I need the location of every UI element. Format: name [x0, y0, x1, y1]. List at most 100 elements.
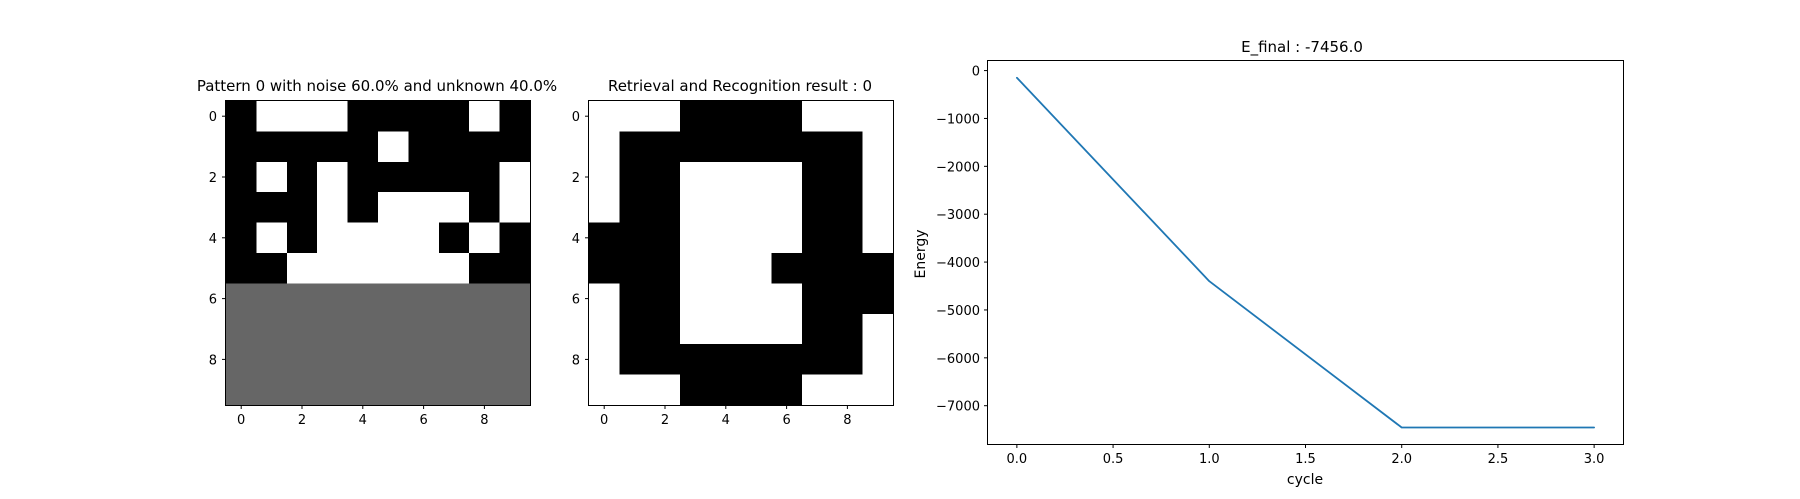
noisy-pattern-cell: [226, 374, 257, 406]
noisy-pattern-cell: [469, 101, 501, 132]
noisy-pattern-cell: [438, 222, 470, 254]
energy-chart-x-tick-label: 0.0: [1007, 452, 1028, 467]
noisy-pattern-cell: [317, 131, 349, 163]
energy-chart-x-ticks: 0.0 0.5 1.0 1.5 2.0 2.5 3.0: [1007, 444, 1604, 467]
noisy-pattern-cell: [256, 283, 288, 315]
retrieval-result-cell: [589, 344, 620, 376]
energy-chart-y-tick-label: −7000: [936, 400, 980, 415]
noisy-pattern-x-tick-label: 6: [419, 413, 427, 428]
noisy-pattern-cell: [317, 374, 349, 406]
noisy-pattern-cell: [438, 283, 470, 315]
noisy-pattern-cell: [226, 222, 257, 254]
noisy-pattern-cell: [408, 374, 440, 406]
retrieval-result-cell: [680, 313, 712, 345]
noisy-pattern-cell: [469, 222, 501, 254]
retrieval-result-cell: [862, 283, 894, 315]
retrieval-result-cell: [771, 374, 803, 406]
noisy-pattern-cell: [469, 131, 501, 163]
noisy-pattern-cell: [469, 253, 501, 284]
retrieval-result-cell: [649, 222, 681, 254]
noisy-pattern-cell: [347, 222, 379, 254]
retrieval-result-cell: [680, 374, 712, 406]
retrieval-result-cell: [801, 192, 833, 224]
noisy-pattern-cell: [226, 283, 257, 315]
noisy-pattern-cell: [408, 131, 440, 163]
energy-chart-x-axis-label: cycle: [1287, 472, 1323, 488]
retrieval-result-cell: [862, 222, 894, 254]
energy-series-line: [1016, 76, 1595, 429]
retrieval-result-cell: [589, 313, 620, 345]
noisy-pattern-cell: [256, 374, 288, 406]
noisy-pattern-cell: [286, 131, 318, 163]
noisy-pattern-y-tick-label: 8: [209, 353, 217, 368]
noisy-pattern-cell: [499, 161, 531, 193]
retrieval-result-cell: [619, 253, 651, 284]
retrieval-result-x-tick-label: 2: [661, 413, 669, 428]
noisy-pattern-y-tick-label: 2: [209, 171, 217, 186]
retrieval-result-cell: [771, 131, 803, 163]
retrieval-result-cell: [710, 101, 742, 132]
noisy-pattern-cell: [317, 283, 349, 315]
noisy-pattern-cell: [286, 253, 318, 284]
retrieval-result-cell: [832, 131, 864, 163]
energy-chart-x-tick-label: 1.5: [1295, 452, 1316, 467]
noisy-pattern-cell: [286, 101, 318, 132]
noisy-pattern-cell: [499, 253, 531, 284]
retrieval-result-cell: [801, 222, 833, 254]
retrieval-result-cell: [862, 131, 894, 163]
retrieval-result-y-tick-label: 6: [572, 293, 580, 308]
noisy-pattern-cell: [286, 344, 318, 376]
retrieval-result-cell: [589, 283, 620, 315]
noisy-pattern-cell: [347, 192, 379, 224]
retrieval-result-y-tick-label: 2: [572, 171, 580, 186]
retrieval-result-cell: [619, 192, 651, 224]
retrieval-result-cell: [741, 192, 772, 224]
retrieval-result-cell: [619, 283, 651, 315]
noisy-pattern-cell: [317, 192, 349, 224]
noisy-pattern-cell: [256, 131, 288, 163]
noisy-pattern-cell: [408, 283, 440, 315]
retrieval-result-cell: [771, 161, 803, 193]
retrieval-result-cell: [619, 222, 651, 254]
retrieval-result-cell: [649, 374, 681, 406]
energy-chart-y-tick-label: −5000: [936, 304, 980, 319]
noisy-pattern-cell: [256, 161, 288, 193]
retrieval-result-cell: [741, 283, 772, 315]
noisy-pattern-x-tick-label: 2: [298, 413, 306, 428]
noisy-pattern-cell: [226, 192, 257, 224]
noisy-pattern-cell: [438, 161, 470, 193]
retrieval-result-cell: [680, 131, 712, 163]
retrieval-result-cell: [680, 283, 712, 315]
retrieval-result-cell: [710, 344, 742, 376]
noisy-pattern-cell: [499, 131, 531, 163]
noisy-pattern-cell: [378, 374, 409, 406]
noisy-pattern-cell: [438, 374, 470, 406]
retrieval-result-cell: [589, 131, 620, 163]
noisy-pattern-cell: [469, 161, 501, 193]
noisy-pattern-cell: [286, 374, 318, 406]
retrieval-result-cell: [589, 161, 620, 193]
noisy-pattern-y-tick-label: 6: [209, 293, 217, 308]
noisy-pattern-cell: [286, 222, 318, 254]
noisy-pattern-cell: [347, 374, 379, 406]
noisy-pattern-grid: [226, 101, 531, 406]
noisy-pattern-x-tick-label: 4: [359, 413, 367, 428]
retrieval-result-cell: [619, 344, 651, 376]
energy-chart-x-tick-label: 0.5: [1103, 452, 1124, 467]
retrieval-result-cell: [710, 131, 742, 163]
energy-chart-y-tick-label: 0: [972, 65, 980, 80]
noisy-pattern-cell: [256, 101, 288, 132]
retrieval-result-cell: [589, 222, 620, 254]
energy-chart-x-tick-label: 2.5: [1488, 452, 1509, 467]
noisy-pattern-cell: [347, 101, 379, 132]
noisy-pattern-cell: [438, 253, 470, 284]
noisy-pattern-cell: [499, 222, 531, 254]
retrieval-result-y-tick-label: 0: [572, 110, 580, 125]
noisy-pattern-cell: [226, 161, 257, 193]
retrieval-result-cell: [710, 161, 742, 193]
retrieval-result-cell: [771, 253, 803, 284]
retrieval-result-cell: [589, 192, 620, 224]
retrieval-result-grid: [589, 101, 894, 406]
retrieval-result-cell: [862, 161, 894, 193]
